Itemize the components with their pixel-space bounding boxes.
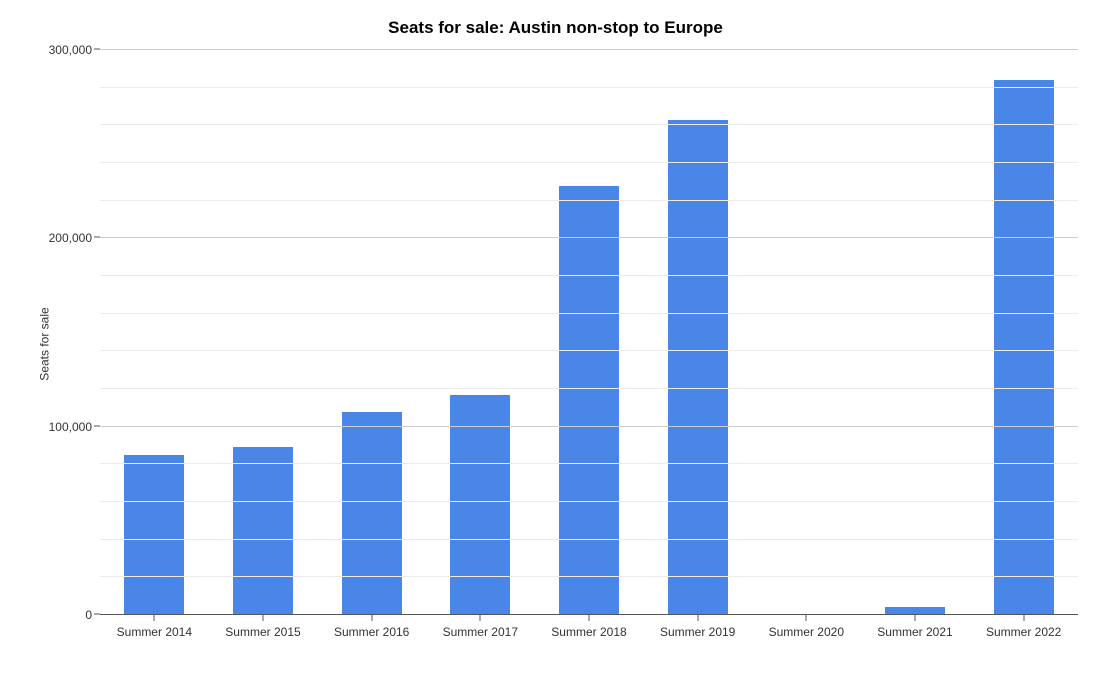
x-tick-label: Summer 2019 bbox=[660, 615, 735, 639]
bar-slot: Summer 2018 bbox=[535, 50, 644, 615]
chart-container: Seats for sale: Austin non-stop to Europ… bbox=[0, 0, 1111, 688]
gridline-minor bbox=[100, 501, 1078, 502]
gridline-minor bbox=[100, 313, 1078, 314]
gridline-minor bbox=[100, 200, 1078, 201]
bar-slot: Summer 2015 bbox=[209, 50, 318, 615]
y-tick-label: 200,000 bbox=[49, 231, 100, 245]
bars-group: Summer 2014Summer 2015Summer 2016Summer … bbox=[100, 50, 1078, 615]
x-tick-label: Summer 2016 bbox=[334, 615, 409, 639]
y-axis-label: Seats for sale bbox=[38, 307, 52, 380]
bar-slot: Summer 2014 bbox=[100, 50, 209, 615]
gridline-minor bbox=[100, 162, 1078, 163]
bar-slot: Summer 2020 bbox=[752, 50, 861, 615]
bar-slot: Summer 2022 bbox=[969, 50, 1078, 615]
gridline-minor bbox=[100, 87, 1078, 88]
bar-slot: Summer 2019 bbox=[643, 50, 752, 615]
bar bbox=[342, 412, 402, 615]
bar bbox=[124, 455, 184, 615]
bar bbox=[450, 395, 510, 615]
bar-slot: Summer 2021 bbox=[861, 50, 970, 615]
bar-slot: Summer 2017 bbox=[426, 50, 535, 615]
gridline-minor bbox=[100, 275, 1078, 276]
gridline-minor bbox=[100, 539, 1078, 540]
x-axis-line bbox=[100, 614, 1078, 615]
gridline-minor bbox=[100, 463, 1078, 464]
gridline-minor bbox=[100, 350, 1078, 351]
x-tick-label: Summer 2020 bbox=[769, 615, 844, 639]
y-tick-label: 0 bbox=[85, 608, 100, 622]
chart-title: Seats for sale: Austin non-stop to Europ… bbox=[0, 18, 1111, 38]
bar bbox=[668, 120, 728, 615]
x-tick-label: Summer 2022 bbox=[986, 615, 1061, 639]
gridline-major bbox=[100, 426, 1078, 427]
x-tick-label: Summer 2017 bbox=[443, 615, 518, 639]
bar bbox=[559, 186, 619, 615]
bar-slot: Summer 2016 bbox=[317, 50, 426, 615]
x-tick-label: Summer 2018 bbox=[551, 615, 626, 639]
gridline-minor bbox=[100, 124, 1078, 125]
x-tick-label: Summer 2021 bbox=[877, 615, 952, 639]
bar bbox=[994, 80, 1054, 615]
plot-area: Summer 2014Summer 2015Summer 2016Summer … bbox=[100, 50, 1078, 615]
gridline-major bbox=[100, 237, 1078, 238]
gridline-minor bbox=[100, 388, 1078, 389]
gridline-minor bbox=[100, 576, 1078, 577]
x-tick-label: Summer 2015 bbox=[225, 615, 300, 639]
y-tick-label: 100,000 bbox=[49, 420, 100, 434]
bar bbox=[233, 447, 293, 615]
x-tick-label: Summer 2014 bbox=[117, 615, 192, 639]
gridline-major bbox=[100, 49, 1078, 50]
y-tick-label: 300,000 bbox=[49, 43, 100, 57]
